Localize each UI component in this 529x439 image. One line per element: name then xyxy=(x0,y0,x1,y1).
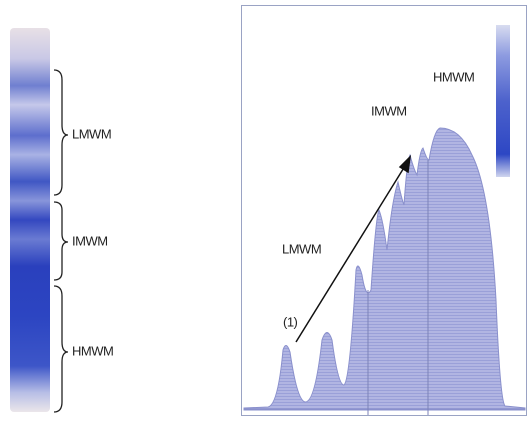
braces xyxy=(54,70,68,412)
density-label: IMWM xyxy=(371,103,407,118)
gel-label: HMWM xyxy=(72,343,113,358)
gel-label: LMWM xyxy=(72,126,111,141)
inset-gel xyxy=(496,25,510,177)
gel-lane xyxy=(10,28,50,412)
gel-label: IMWM xyxy=(72,233,108,248)
density-label: LMWM xyxy=(282,241,321,256)
density-label: (1) xyxy=(283,314,298,329)
density-label: HMWM xyxy=(433,69,474,84)
figure: LMWM IMWM HMWM HMWM IMWM LMWM (1) xyxy=(0,0,529,439)
